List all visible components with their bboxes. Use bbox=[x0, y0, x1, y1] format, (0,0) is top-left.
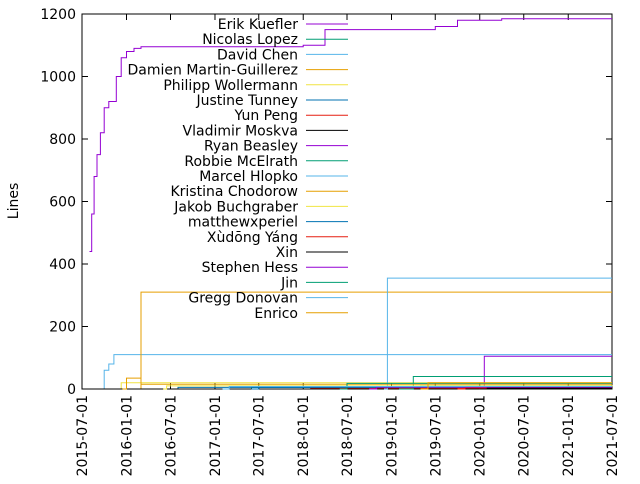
series-line bbox=[163, 385, 613, 390]
y-tick-label: 800 bbox=[49, 132, 76, 148]
series-line bbox=[89, 18, 612, 252]
x-tick-label: 2019-01-01 bbox=[384, 395, 400, 476]
x-tick-label: 2015-07-01 bbox=[75, 395, 91, 476]
x-tick-label: 2021-01-01 bbox=[561, 395, 577, 476]
legend-label: Jin bbox=[280, 275, 298, 291]
x-tick-label: 2016-01-01 bbox=[119, 395, 135, 476]
x-tick-label: 2019-07-01 bbox=[428, 395, 444, 476]
legend-label: Nicolas Lopez bbox=[202, 32, 298, 48]
x-tick-label: 2017-01-01 bbox=[208, 395, 224, 476]
legend-label: Vladimir Moskva bbox=[183, 123, 298, 139]
series-lines bbox=[82, 18, 613, 390]
legend-label: Robbie McElrath bbox=[184, 154, 298, 170]
series-line bbox=[138, 291, 612, 390]
series-line bbox=[384, 277, 612, 390]
legend-label: Xùdōng Yáng bbox=[207, 230, 298, 246]
x-tick-label: 2018-01-01 bbox=[296, 395, 312, 476]
series-line bbox=[479, 387, 612, 390]
legend-label: David Chen bbox=[217, 47, 298, 63]
series-line bbox=[399, 376, 612, 390]
legend-label: Jakob Buchgraber bbox=[173, 199, 298, 215]
legend-label: Marcel Hlopko bbox=[199, 169, 298, 185]
y-axis-ticks: 0 200 400 600 800 1000 1200 bbox=[40, 7, 612, 398]
legend-label: matthewxperiel bbox=[188, 215, 298, 231]
legend-label: Justine Tunney bbox=[195, 93, 298, 109]
legend-label: Damien Martin-Guillerez bbox=[128, 63, 298, 79]
x-tick-label: 2017-07-01 bbox=[252, 395, 268, 476]
legend-label: Ryan Beasley bbox=[204, 139, 298, 155]
legend-label: Yun Peng bbox=[234, 108, 298, 124]
series-line bbox=[122, 377, 612, 390]
x-tick-label: 2020-07-01 bbox=[517, 395, 533, 476]
x-tick-label: 2021-07-01 bbox=[605, 395, 621, 476]
y-tick-label: 600 bbox=[49, 195, 76, 211]
legend-label: Kristina Chodorow bbox=[170, 184, 298, 200]
series-line bbox=[369, 386, 612, 390]
y-tick-label: 200 bbox=[49, 320, 76, 336]
x-tick-label: 2016-07-01 bbox=[163, 395, 179, 476]
legend-label: Erik Kuefler bbox=[218, 17, 298, 33]
series-line bbox=[101, 354, 612, 390]
y-axis-label: Lines bbox=[6, 183, 22, 219]
x-tick-label: 2020-01-01 bbox=[473, 395, 489, 476]
legend-label: Philipp Wollermann bbox=[163, 78, 298, 94]
x-axis-ticks: 2015-07-01 2016-01-01 2016-07-01 2017-01-01… bbox=[75, 14, 621, 476]
y-tick-label: 0 bbox=[67, 382, 76, 398]
y-tick-label: 1200 bbox=[40, 7, 76, 23]
legend-label: Enrico bbox=[254, 306, 298, 322]
y-tick-label: 400 bbox=[49, 257, 76, 273]
legend-label: Xin bbox=[276, 245, 298, 261]
legend-label: Stephen Hess bbox=[202, 260, 298, 276]
legend-label: Gregg Donovan bbox=[188, 291, 298, 307]
y-tick-label: 1000 bbox=[40, 70, 76, 86]
series-line bbox=[420, 382, 612, 390]
x-tick-label: 2018-07-01 bbox=[340, 395, 356, 476]
series-line bbox=[222, 386, 612, 390]
